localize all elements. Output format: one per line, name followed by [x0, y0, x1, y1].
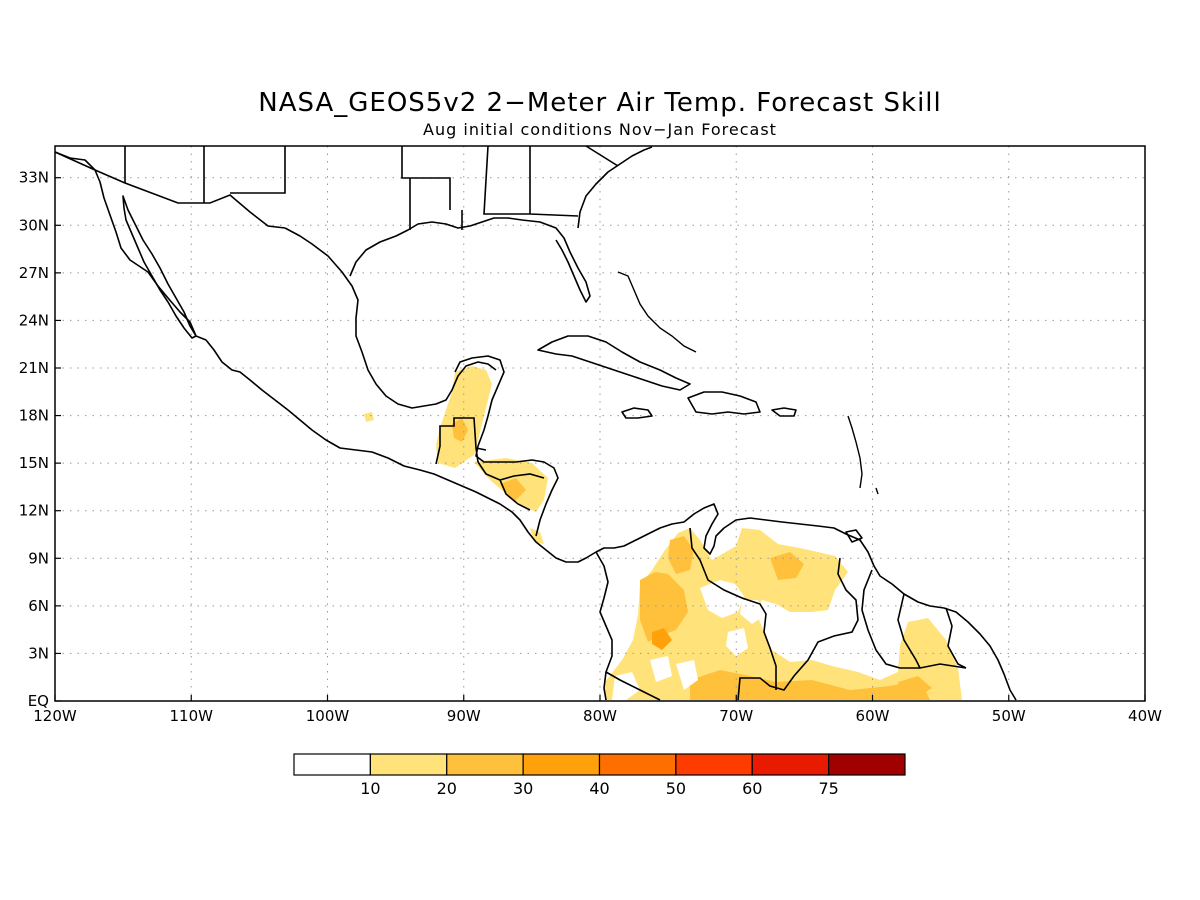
coast-gulf-north [349, 217, 591, 303]
lat-tick-label: 18N [19, 407, 49, 425]
border-us-states [124, 145, 619, 230]
border-brazil-north [605, 663, 967, 701]
island-puerto-rico [771, 407, 797, 417]
skill-region-south-america [605, 528, 962, 700]
skill-region-central-america-inner [500, 478, 526, 502]
border-venezuela-guyana [737, 557, 859, 701]
skill-region-colombia-north [668, 536, 694, 574]
island-bahamas [617, 271, 697, 353]
colorbar-label: 30 [513, 779, 533, 798]
coast-south-america-west [595, 551, 613, 701]
lat-tick-label: 15N [19, 454, 49, 472]
lat-tick-label: 27N [19, 264, 49, 282]
longitude-labels: 120W 110W 100W 90W 80W 70W 60W 50W 40W [33, 707, 1162, 725]
skill-region-veracruz [364, 412, 374, 422]
colorbar-swatch-3 [522, 753, 601, 776]
coast-baja [122, 195, 197, 339]
lon-tick-label: 100W [306, 707, 350, 725]
coast-yucatan [454, 355, 559, 537]
lon-tick-label: 50W [992, 707, 1026, 725]
coast-gulf [284, 227, 497, 409]
skill-gap-venezuela [700, 580, 744, 618]
border-us-mexico [54, 151, 286, 229]
island-cuba [537, 335, 691, 391]
colorbar-swatch-2 [446, 753, 524, 776]
skill-gap-amazon [726, 628, 748, 656]
lat-tick-label: 30N [19, 216, 49, 234]
border-guianas [861, 569, 967, 669]
coast-south-america-north [595, 503, 1017, 701]
lon-tick-label: 90W [447, 707, 481, 725]
lat-tick-label: 6N [28, 597, 49, 615]
colorbar-swatch-1 [369, 753, 448, 776]
skill-gap-guyana [812, 622, 850, 650]
lon-tick-label: 70W [719, 707, 753, 725]
colorbar-label: 50 [666, 779, 686, 798]
lat-tick-label: 3N [28, 644, 49, 662]
coastlines [54, 146, 1017, 701]
colorbar-swatch-6 [751, 753, 830, 776]
skill-region-colombia-south [652, 628, 672, 650]
colorbar-label: 20 [437, 779, 457, 798]
coast-us-atlantic [577, 146, 653, 229]
lon-tick-label: 60W [856, 707, 890, 725]
lon-tick-label: 110W [170, 707, 214, 725]
lat-tick-label: 33N [19, 169, 49, 187]
colorbar-swatch-4 [598, 753, 677, 776]
border-colombia-venezuela [689, 527, 777, 690]
colorbar-swatch-7 [828, 753, 906, 776]
colorbar-label: 10 [360, 779, 380, 798]
colorbar-label: 40 [589, 779, 609, 798]
island-trinidad [845, 529, 863, 543]
lon-tick-label: 120W [33, 707, 77, 725]
island-lesser-antilles [847, 415, 879, 495]
island-hispaniola [687, 391, 761, 415]
colorbar-labels: 10 20 30 40 50 60 75 [360, 779, 839, 798]
coast-mexico-pacific [54, 151, 597, 563]
axis-ticks [54, 177, 1146, 702]
lat-tick-label: 21N [19, 359, 49, 377]
colorbar [293, 753, 906, 776]
colorbar-label: 60 [742, 779, 762, 798]
latitude-labels: EQ 3N 6N 9N 12N 15N 18N 21N 24N 27N 30N 33N [19, 169, 49, 710]
lat-tick-label: 12N [19, 502, 49, 520]
border-guatemala-belize [435, 417, 487, 465]
political-borders [54, 145, 967, 701]
colorbar-swatch-0 [293, 753, 371, 776]
lat-tick-label: 24N [19, 311, 49, 329]
lat-tick-label: 9N [28, 549, 49, 567]
skill-gap-peru [650, 656, 672, 682]
map-title: NASA_GEOS5v2 2−Meter Air Temp. Forecast … [258, 88, 942, 118]
map-area: 120W 110W 100W 90W 80W 70W 60W 50W 40W EQ 3N 6N 9N 1… [19, 145, 1162, 725]
colorbar-swatch-5 [675, 753, 753, 776]
map-subtitle: Aug initial conditions Nov−Jan Forecast [423, 120, 777, 139]
lat-tick-label: EQ [28, 692, 49, 710]
colorbar-label: 75 [818, 779, 838, 798]
island-jamaica [621, 407, 653, 419]
skill-region-colombia [640, 572, 688, 642]
skill-gap-amazon-west [676, 660, 698, 690]
skill-region-guianas-inner [898, 676, 932, 698]
gridlines [55, 146, 1145, 701]
skill-shading [364, 366, 962, 700]
skill-region-venezuela-inner [770, 552, 804, 580]
lon-tick-label: 40W [1128, 707, 1162, 725]
border-central-america [477, 461, 545, 511]
lon-tick-label: 80W [583, 707, 617, 725]
